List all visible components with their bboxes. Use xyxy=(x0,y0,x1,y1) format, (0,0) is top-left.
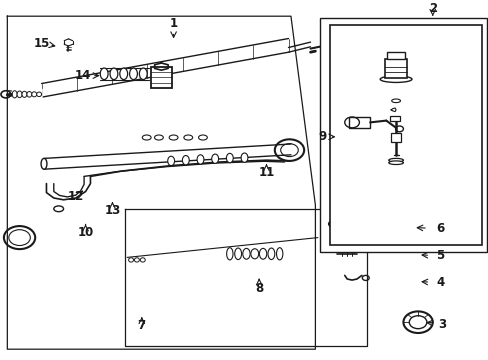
Ellipse shape xyxy=(120,68,127,80)
Bar xyxy=(386,52,404,59)
Ellipse shape xyxy=(54,206,63,212)
Bar xyxy=(385,59,406,78)
Ellipse shape xyxy=(276,248,283,260)
Circle shape xyxy=(328,221,336,227)
Bar xyxy=(329,25,481,245)
Ellipse shape xyxy=(129,68,137,80)
Text: 13: 13 xyxy=(104,204,121,217)
Ellipse shape xyxy=(128,258,133,262)
Text: 6: 6 xyxy=(435,222,443,235)
Bar xyxy=(348,117,369,128)
Text: 10: 10 xyxy=(77,226,94,239)
Ellipse shape xyxy=(388,161,403,165)
Ellipse shape xyxy=(27,91,32,97)
Ellipse shape xyxy=(197,155,203,164)
Ellipse shape xyxy=(391,99,400,103)
Ellipse shape xyxy=(380,76,411,82)
Ellipse shape xyxy=(267,248,274,260)
Text: 9: 9 xyxy=(318,130,326,143)
Ellipse shape xyxy=(234,248,241,260)
Ellipse shape xyxy=(198,135,207,140)
Ellipse shape xyxy=(110,68,118,80)
Text: 1: 1 xyxy=(169,17,177,30)
Ellipse shape xyxy=(211,154,218,163)
Text: 4: 4 xyxy=(435,276,443,289)
Text: 7: 7 xyxy=(138,319,145,332)
Ellipse shape xyxy=(182,156,189,165)
Ellipse shape xyxy=(388,158,403,162)
Text: 5: 5 xyxy=(435,249,443,262)
Text: 11: 11 xyxy=(258,166,274,179)
Text: 15: 15 xyxy=(33,37,50,50)
Bar xyxy=(390,133,400,142)
Ellipse shape xyxy=(17,91,22,98)
Ellipse shape xyxy=(100,68,108,80)
Ellipse shape xyxy=(167,156,174,166)
Ellipse shape xyxy=(22,91,27,97)
Ellipse shape xyxy=(250,249,258,259)
Ellipse shape xyxy=(242,248,249,259)
Ellipse shape xyxy=(139,68,147,80)
Ellipse shape xyxy=(12,91,17,98)
Text: 8: 8 xyxy=(255,282,263,294)
Circle shape xyxy=(321,43,328,49)
Ellipse shape xyxy=(259,248,266,259)
Ellipse shape xyxy=(169,135,178,140)
Ellipse shape xyxy=(142,135,151,140)
Bar xyxy=(320,18,486,252)
Text: 12: 12 xyxy=(67,190,84,203)
Ellipse shape xyxy=(37,92,41,96)
Ellipse shape xyxy=(154,135,163,140)
Text: 2: 2 xyxy=(428,3,436,15)
Ellipse shape xyxy=(134,258,139,262)
Bar xyxy=(150,67,172,88)
Text: 3: 3 xyxy=(438,318,446,330)
Ellipse shape xyxy=(41,158,47,169)
Ellipse shape xyxy=(32,92,37,97)
Ellipse shape xyxy=(183,135,192,140)
Ellipse shape xyxy=(226,153,233,163)
Ellipse shape xyxy=(241,153,247,162)
Ellipse shape xyxy=(140,258,145,262)
Bar xyxy=(389,116,399,121)
Text: 14: 14 xyxy=(75,69,91,82)
Ellipse shape xyxy=(226,248,233,260)
